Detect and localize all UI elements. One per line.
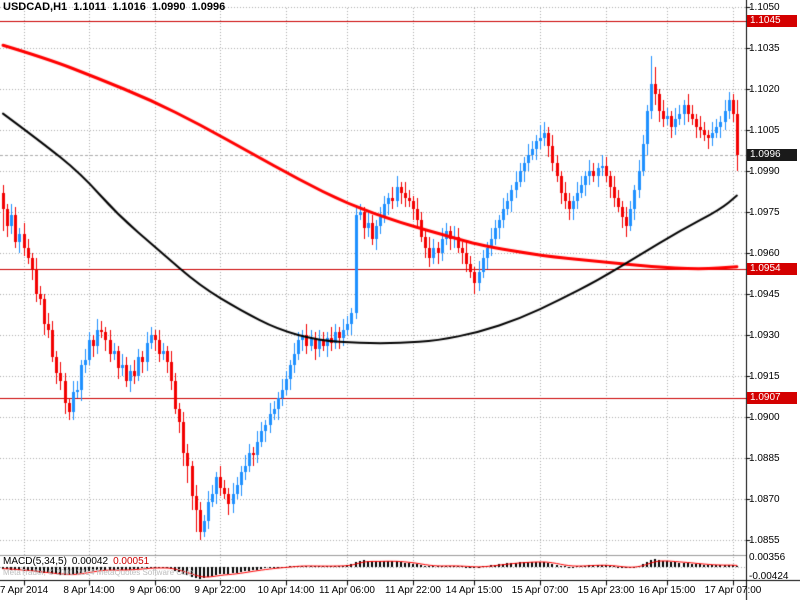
- open-value: 1.1011: [73, 1, 107, 13]
- high-value: 1.1016: [112, 1, 146, 13]
- macd-indicator-label: MACD(5,34,5) 0.00042 0.00051: [3, 556, 154, 567]
- symbol-timeframe: USDCAD,H1: [3, 1, 68, 13]
- low-value: 1.0990: [151, 1, 186, 13]
- macd-value: 0.00042: [71, 556, 109, 567]
- copyright-watermark: MetaTrader, © 2001-2014 MetaQuotes Softw…: [3, 568, 196, 577]
- main-chart-region[interactable]: [0, 0, 746, 555]
- close-value: 1.0996: [191, 1, 226, 13]
- macd-signal-value: 0.00051: [113, 556, 150, 567]
- time-axis-region[interactable]: [0, 580, 800, 600]
- macd-name: MACD(5,34,5): [3, 556, 67, 567]
- ohlc-info: USDCAD,H1 1.1011 1.1016 1.0990 1.0996: [3, 1, 231, 13]
- price-axis-region[interactable]: [746, 0, 800, 580]
